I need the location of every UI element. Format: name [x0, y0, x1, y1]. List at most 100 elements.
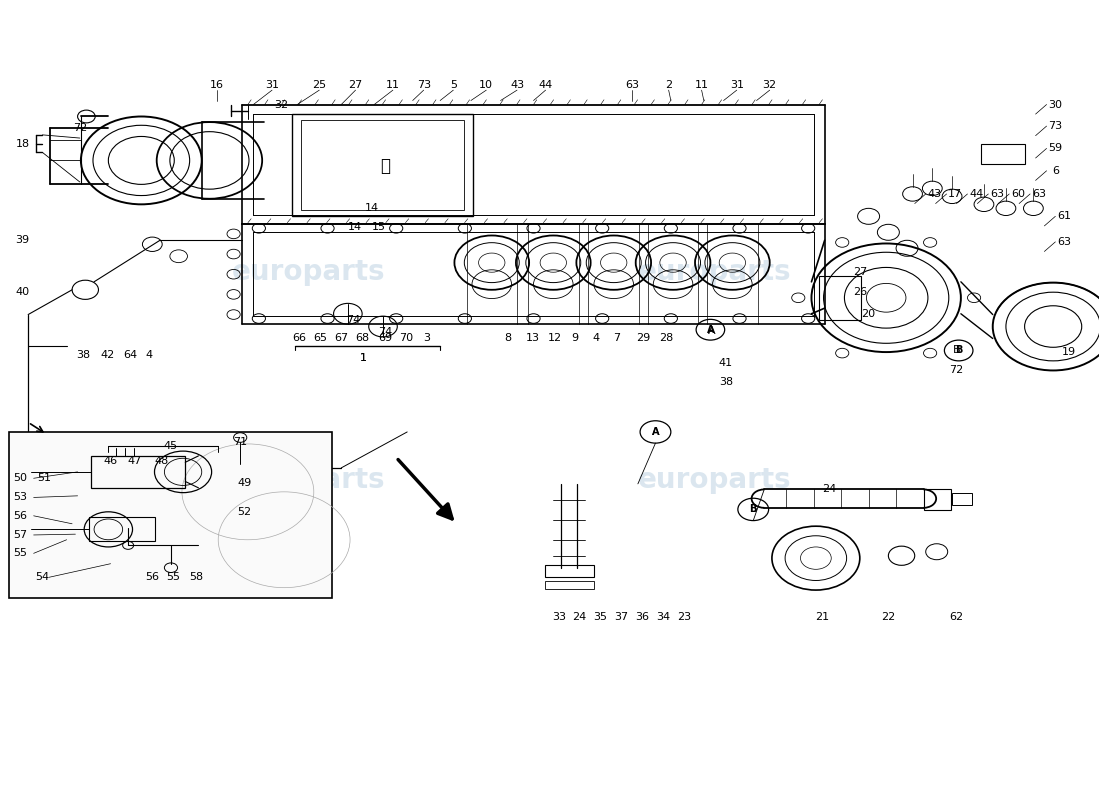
- Text: 56: 56: [145, 572, 160, 582]
- Text: 15: 15: [372, 222, 386, 233]
- Text: 7: 7: [614, 333, 620, 342]
- Text: 55: 55: [166, 572, 180, 582]
- Text: 21: 21: [815, 612, 829, 622]
- Text: 10: 10: [480, 79, 493, 90]
- Text: 38: 38: [718, 378, 733, 387]
- Bar: [953, 493, 972, 506]
- Text: 19: 19: [1062, 347, 1076, 357]
- Text: 46: 46: [103, 456, 118, 466]
- Text: 6: 6: [1052, 166, 1059, 176]
- Text: 63: 63: [626, 79, 639, 90]
- Text: 41: 41: [718, 358, 733, 368]
- Text: 53: 53: [13, 493, 28, 502]
- Text: 69: 69: [378, 333, 393, 342]
- Text: 11: 11: [694, 79, 708, 90]
- Text: 25: 25: [312, 79, 327, 90]
- Text: 43: 43: [510, 79, 524, 90]
- Text: 9: 9: [572, 333, 579, 342]
- Text: 8: 8: [505, 333, 512, 342]
- Text: 39: 39: [15, 235, 30, 246]
- Text: 27: 27: [852, 267, 867, 278]
- Text: 40: 40: [15, 287, 30, 297]
- Text: 26: 26: [852, 287, 867, 297]
- Text: 59: 59: [1048, 143, 1063, 154]
- Bar: [300, 121, 464, 210]
- Text: 70: 70: [399, 333, 414, 342]
- Bar: [544, 566, 594, 578]
- Text: 13: 13: [526, 333, 539, 342]
- Text: 63: 63: [1032, 189, 1046, 199]
- Text: A: A: [651, 427, 659, 437]
- Text: 24: 24: [572, 612, 586, 622]
- Bar: [10, 432, 332, 598]
- Text: 66: 66: [293, 333, 307, 342]
- Text: 28: 28: [659, 333, 673, 342]
- Text: 60: 60: [1011, 189, 1025, 199]
- Text: 12: 12: [548, 333, 561, 342]
- Text: 73: 73: [1048, 121, 1063, 131]
- Text: 1: 1: [360, 354, 366, 363]
- Text: 14: 14: [348, 222, 362, 233]
- Text: 37: 37: [614, 612, 628, 622]
- Text: 34: 34: [656, 612, 670, 622]
- Text: 33: 33: [552, 612, 565, 622]
- Bar: [544, 582, 594, 590]
- Bar: [89, 518, 154, 542]
- Text: europarts: europarts: [638, 258, 792, 286]
- Text: B: B: [953, 345, 960, 354]
- Bar: [91, 456, 185, 488]
- Text: 16: 16: [210, 79, 224, 90]
- Text: 50: 50: [13, 474, 28, 483]
- Text: 74: 74: [346, 315, 361, 325]
- Text: 65: 65: [314, 333, 328, 342]
- Text: 61: 61: [1057, 211, 1071, 222]
- Text: 4: 4: [593, 333, 600, 342]
- Text: 17: 17: [948, 189, 962, 199]
- Text: 29: 29: [636, 333, 650, 342]
- Text: 42: 42: [100, 350, 114, 360]
- Text: 20: 20: [861, 309, 876, 318]
- Text: B: B: [955, 346, 962, 355]
- Text: 62: 62: [949, 612, 964, 622]
- Text: 30: 30: [1048, 99, 1063, 110]
- Text: B: B: [749, 505, 757, 514]
- Text: 63: 63: [1057, 237, 1071, 247]
- Bar: [292, 114, 473, 216]
- Text: 22: 22: [881, 612, 895, 622]
- Bar: [820, 276, 861, 320]
- Text: 67: 67: [334, 333, 349, 342]
- Text: 27: 27: [349, 79, 363, 90]
- Text: 23: 23: [676, 612, 691, 622]
- Text: 11: 11: [386, 79, 400, 90]
- Text: 64: 64: [123, 350, 138, 360]
- Text: 45: 45: [164, 442, 178, 451]
- Text: 43: 43: [927, 189, 942, 199]
- Bar: [981, 145, 1024, 165]
- Text: 74: 74: [378, 327, 393, 337]
- Text: 31: 31: [729, 79, 744, 90]
- Text: 35: 35: [594, 612, 607, 622]
- Text: 44: 44: [539, 79, 552, 90]
- Text: 32: 32: [762, 79, 777, 90]
- Text: europarts: europarts: [231, 258, 385, 286]
- Text: 57: 57: [13, 530, 28, 540]
- Text: 4: 4: [145, 350, 153, 360]
- Text: A: A: [706, 325, 714, 334]
- Text: 31: 31: [265, 79, 279, 90]
- Text: 🐎: 🐎: [381, 157, 390, 175]
- Text: 48: 48: [154, 456, 168, 466]
- Text: europarts: europarts: [231, 466, 385, 494]
- Text: europarts: europarts: [638, 466, 792, 494]
- Text: A: A: [707, 326, 715, 335]
- Text: 44: 44: [969, 189, 983, 199]
- Text: 63: 63: [990, 189, 1004, 199]
- Text: 73: 73: [417, 79, 431, 90]
- Text: 58: 58: [189, 572, 204, 582]
- Text: 72: 72: [949, 366, 964, 375]
- Text: B: B: [749, 505, 757, 514]
- Text: A: A: [651, 427, 659, 437]
- Text: 1: 1: [360, 354, 366, 363]
- Text: 18: 18: [15, 139, 30, 150]
- Text: 49: 49: [238, 478, 252, 488]
- Text: 55: 55: [13, 548, 28, 558]
